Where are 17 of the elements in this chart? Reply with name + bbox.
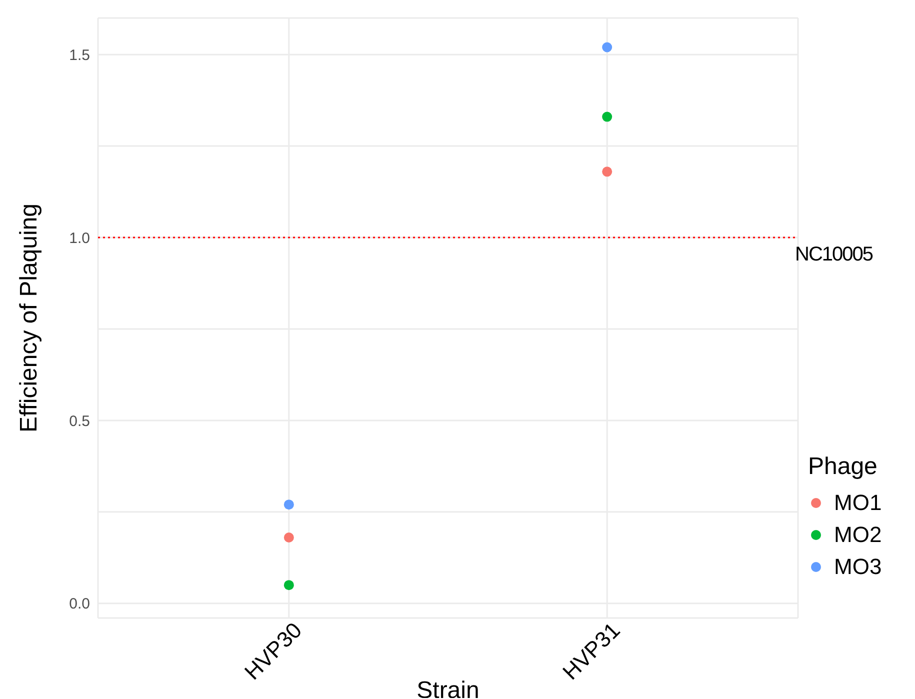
legend-label: MO1 <box>834 490 882 516</box>
y-axis-title: Efficiency of Plaquing <box>16 203 43 433</box>
point <box>284 532 294 543</box>
y-tick-label: 1.5 <box>69 46 90 64</box>
y-tick-label: 1.0 <box>69 230 90 247</box>
point <box>602 166 612 177</box>
legend-title: Phage <box>808 453 878 481</box>
ref-line-label: NC10005 <box>795 244 874 266</box>
y-tick-label: 0.5 <box>69 412 90 430</box>
x-axis-title: Strain <box>416 677 480 699</box>
point <box>284 580 294 590</box>
point <box>602 42 612 52</box>
text: 0.0 <box>69 596 90 613</box>
point <box>284 500 294 510</box>
legend-label: MO3 <box>834 554 882 580</box>
point <box>602 112 612 122</box>
legend-label: MO2 <box>834 522 882 548</box>
